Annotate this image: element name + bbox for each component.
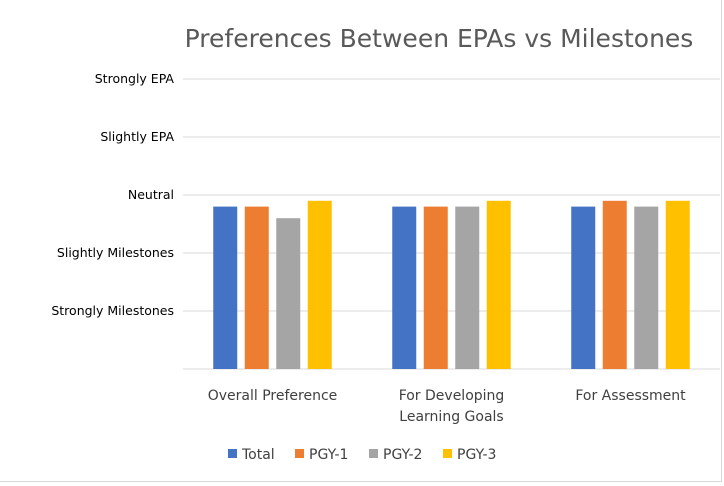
bar-pgy-1-0 <box>244 206 269 369</box>
y-tick-label: Strongly Milestones <box>51 303 174 318</box>
legend: Total PGY-1 PGY-2 PGY-3 <box>228 447 496 463</box>
bar-pgy-2-1 <box>455 206 480 369</box>
bar-total-0 <box>213 206 238 369</box>
legend-swatch <box>369 449 378 458</box>
bar-total-1 <box>392 206 417 369</box>
y-tick-label: Strongly EPA <box>95 71 175 86</box>
x-category-label: Overall Preference <box>208 388 338 404</box>
chart-title: Preferences Between EPAs vs Milestones <box>185 24 694 53</box>
y-tick-label: Slightly EPA <box>100 129 174 144</box>
legend-label: PGY-3 <box>457 447 496 463</box>
legend-swatch <box>228 449 237 458</box>
bar-pgy-1-2 <box>602 200 627 369</box>
bar-pgy-1-1 <box>423 206 448 369</box>
y-tick-label: Neutral <box>128 187 174 202</box>
legend-item-pgy-3: PGY-3 <box>443 447 496 463</box>
legend-swatch <box>443 449 452 458</box>
x-category-label: Learning Goals <box>399 409 503 425</box>
y-axis-labels: Strongly Milestones Slightly Milestones Ne… <box>51 71 174 318</box>
bars <box>213 200 690 369</box>
bar-total-2 <box>571 206 596 369</box>
legend-item-total: Total <box>228 447 275 463</box>
bar-pgy-2-2 <box>634 206 659 369</box>
bar-pgy-3-0 <box>307 200 332 369</box>
y-tick-label: Slightly Milestones <box>57 245 174 260</box>
bar-pgy-3-1 <box>486 200 511 369</box>
legend-item-pgy-1: PGY-1 <box>295 447 348 463</box>
legend-label: Total <box>241 447 275 463</box>
legend-label: PGY-1 <box>309 447 348 463</box>
bar-pgy-2-0 <box>276 218 301 369</box>
bar-pgy-3-2 <box>665 200 690 369</box>
x-category-label: For Developing <box>399 388 505 404</box>
x-axis-labels: Overall Preference For Developing Learning… <box>208 388 686 425</box>
legend-swatch <box>295 449 304 458</box>
legend-item-pgy-2: PGY-2 <box>369 447 422 463</box>
legend-label: PGY-2 <box>383 447 422 463</box>
gridlines <box>183 78 720 370</box>
x-category-label: For Assessment <box>575 388 686 404</box>
